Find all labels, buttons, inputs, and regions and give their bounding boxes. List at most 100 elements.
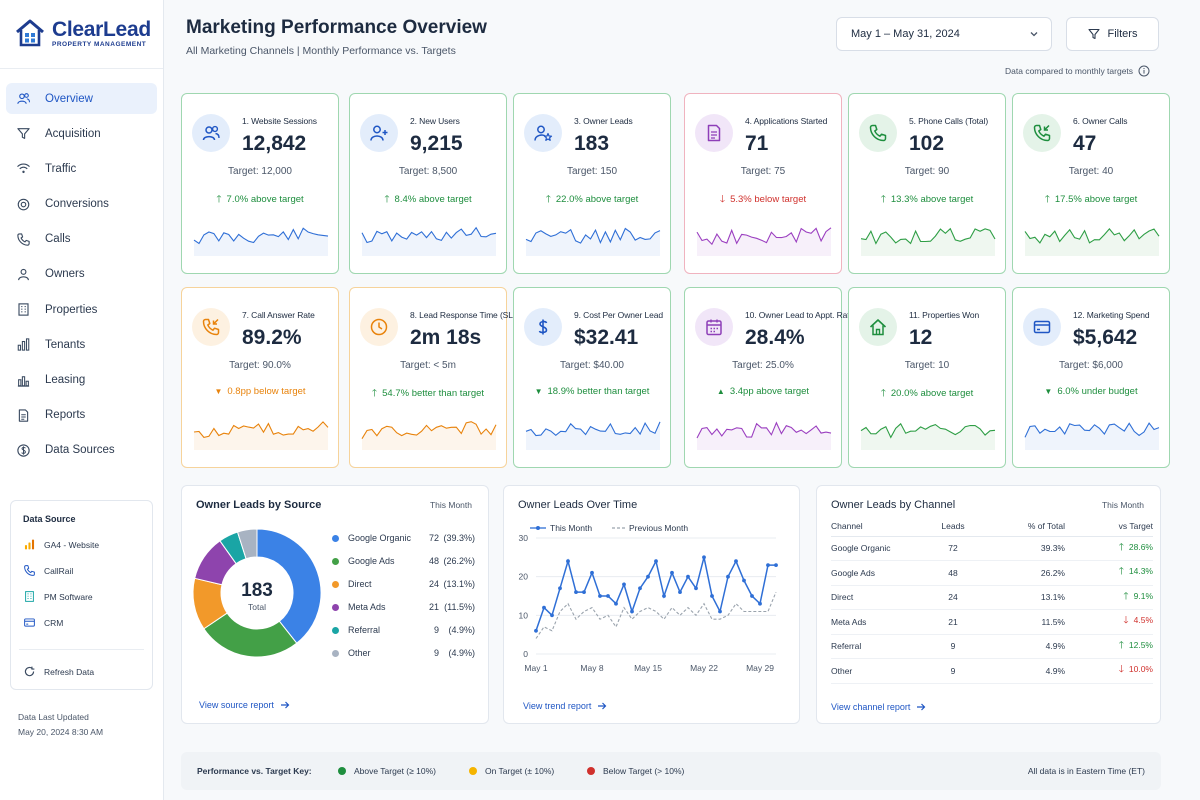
table-row[interactable]: Meta Ads 21 11.5% 🡓 4.5%	[831, 609, 1153, 635]
kpi-label: 11. Properties Won	[909, 310, 980, 320]
kpi-delta-text: 0.8pp below target	[227, 386, 306, 397]
data-source-item[interactable]: GA4 - Website	[23, 538, 99, 551]
sidebar-item-calls[interactable]: Calls	[6, 224, 157, 255]
data-point[interactable]	[702, 555, 706, 560]
data-point[interactable]	[550, 613, 554, 618]
arrow-down-icon: 🡓	[719, 194, 726, 205]
view-channel-report-link[interactable]: View channel report	[831, 702, 926, 712]
kpi-card[interactable]: 4. Applications Started 71 Target: 75 🡓 5.3%…	[684, 93, 842, 274]
sidebar-item-data-sources[interactable]: Data Sources	[6, 435, 157, 466]
kpi-card[interactable]: 7. Call Answer Rate 89.2% Target: 90.0% ▼ 0.…	[181, 287, 339, 468]
arrow-down-icon: ▼	[1044, 387, 1053, 396]
key-on-target: On Target (± 10%)	[469, 766, 554, 776]
kpi-value: $5,642	[1073, 326, 1138, 349]
data-point[interactable]	[694, 586, 698, 591]
channel-name: Referral	[831, 634, 927, 659]
data-point[interactable]	[638, 586, 642, 591]
arrow-right-icon	[598, 702, 607, 710]
data-point[interactable]	[630, 609, 634, 614]
sidebar-item-tenants[interactable]: Tenants	[6, 329, 157, 360]
sidebar-item-overview[interactable]: Overview	[6, 83, 157, 114]
date-range-select[interactable]: May 1 – May 31, 2024	[836, 17, 1052, 51]
data-point[interactable]	[750, 594, 754, 598]
table-row[interactable]: Google Organic 72 39.3% 🡑 28.6%	[831, 536, 1153, 561]
data-point[interactable]	[654, 559, 658, 564]
data-point[interactable]	[710, 594, 714, 598]
sparkline-area	[194, 421, 328, 450]
legend-this-month: This Month	[550, 523, 592, 533]
kpi-delta-text: 5.3% below target	[730, 194, 807, 205]
sidebar-item-owners[interactable]: Owners	[6, 259, 157, 290]
data-point[interactable]	[726, 574, 730, 579]
kpi-card[interactable]: 9. Cost Per Owner Lead $32.41 Target: $40.…	[513, 287, 671, 468]
kpi-card[interactable]: 8. Lead Response Time (SLA) 2m 18s Target:…	[349, 287, 521, 468]
sidebar-item-acquisition[interactable]: Acquisition	[6, 118, 157, 149]
table-row[interactable]: Referral 9 4.9% 🡑 12.5%	[831, 634, 1153, 659]
compare-note: Data compared to monthly targets	[1005, 65, 1150, 77]
source-legend-item: Google Ads 48 (26.2%)	[332, 556, 475, 566]
kpi-card[interactable]: 6. Owner Calls 47 Target: 40 🡑 17.5% above t…	[1012, 93, 1170, 274]
kpi-card[interactable]: 1. Website Sessions 12,842 Target: 12,000 🡑…	[181, 93, 339, 274]
data-point[interactable]	[598, 594, 602, 598]
sidebar-item-reports[interactable]: Reports	[6, 400, 157, 431]
data-point[interactable]	[574, 590, 578, 594]
sidebar-item-label: Properties	[45, 303, 98, 316]
sidebar-item-conversions[interactable]: Conversions	[6, 189, 157, 220]
data-point[interactable]	[566, 559, 570, 564]
sparkline-line	[361, 421, 497, 439]
data-point[interactable]	[758, 601, 762, 606]
arrow-up-icon: 🡑	[1044, 194, 1050, 205]
info-icon[interactable]	[1138, 65, 1150, 77]
table-row[interactable]: Direct 24 13.1% 🡑 9.1%	[831, 585, 1153, 610]
kpi-card[interactable]: 11. Properties Won 12 Target: 10 🡑 20.0% abo…	[848, 287, 1006, 468]
channel-panel-title: Owner Leads by Channel	[831, 499, 956, 511]
data-point[interactable]	[678, 590, 682, 594]
kpi-card[interactable]: 10. Owner Lead to Appt. Rate 28.4% Target:…	[684, 287, 854, 468]
user-plus-icon	[370, 125, 388, 141]
data-point[interactable]	[718, 609, 722, 614]
kpi-card[interactable]: 5. Phone Calls (Total) 102 Target: 90 🡑 13.3…	[848, 93, 1006, 274]
data-source-item[interactable]: CallRail	[23, 564, 73, 577]
kpi-card[interactable]: 2. New Users 9,215 Target: 8,500 🡑 8.4% abov…	[349, 93, 507, 274]
filters-button[interactable]: Filters	[1066, 17, 1159, 51]
sidebar-item-properties[interactable]: Properties	[6, 294, 157, 325]
data-point[interactable]	[774, 563, 778, 567]
refresh-data-button[interactable]: Refresh Data	[23, 665, 94, 678]
data-point[interactable]	[582, 590, 586, 594]
data-source-item[interactable]: CRM	[23, 616, 63, 629]
sidebar-item-traffic[interactable]: Traffic	[6, 153, 157, 184]
data-source-item[interactable]: PM Software	[23, 590, 93, 603]
data-point[interactable]	[622, 582, 626, 587]
view-trend-report-link[interactable]: View trend report	[523, 701, 607, 711]
data-point[interactable]	[614, 601, 618, 606]
kpi-delta: 🡑 8.4% above target	[350, 192, 506, 209]
dollar-icon	[538, 319, 548, 335]
data-point[interactable]	[742, 578, 746, 583]
data-point[interactable]	[686, 574, 690, 579]
donut-slice[interactable]	[256, 528, 322, 644]
chevron-down-icon	[1030, 32, 1038, 37]
data-point[interactable]	[766, 563, 770, 567]
data-point[interactable]	[646, 574, 650, 579]
donut-slice[interactable]	[236, 528, 258, 560]
kpi-card[interactable]: 3. Owner Leads 183 Target: 150 🡑 22.0% above…	[513, 93, 671, 274]
table-row[interactable]: Other 9 4.9% 🡓 10.0%	[831, 658, 1153, 684]
kpi-target: Target: 10	[904, 360, 950, 371]
data-point[interactable]	[662, 594, 666, 598]
kpi-card[interactable]: 12. Marketing Spend $5,642 Target: $6,000 ▼…	[1012, 287, 1170, 468]
data-point[interactable]	[542, 605, 546, 610]
data-point[interactable]	[558, 586, 562, 591]
table-row[interactable]: Google Ads 48 26.2% 🡑 14.3%	[831, 560, 1153, 586]
data-point[interactable]	[734, 559, 738, 564]
data-point[interactable]	[670, 570, 674, 575]
app-logo[interactable]: ClearLead PROPERTY MANAGEMENT	[14, 18, 151, 48]
view-source-report-link[interactable]: View source report	[199, 700, 290, 710]
data-point[interactable]	[606, 594, 610, 598]
data-point[interactable]	[534, 628, 538, 633]
kpi-icon-badge	[192, 114, 230, 152]
channel-pct: 13.1%	[979, 585, 1065, 610]
sidebar-item-leasing[interactable]: Leasing	[6, 365, 157, 396]
users-icon	[202, 125, 220, 141]
arrow-up-icon: 🡑	[216, 194, 222, 205]
data-point[interactable]	[590, 570, 594, 575]
